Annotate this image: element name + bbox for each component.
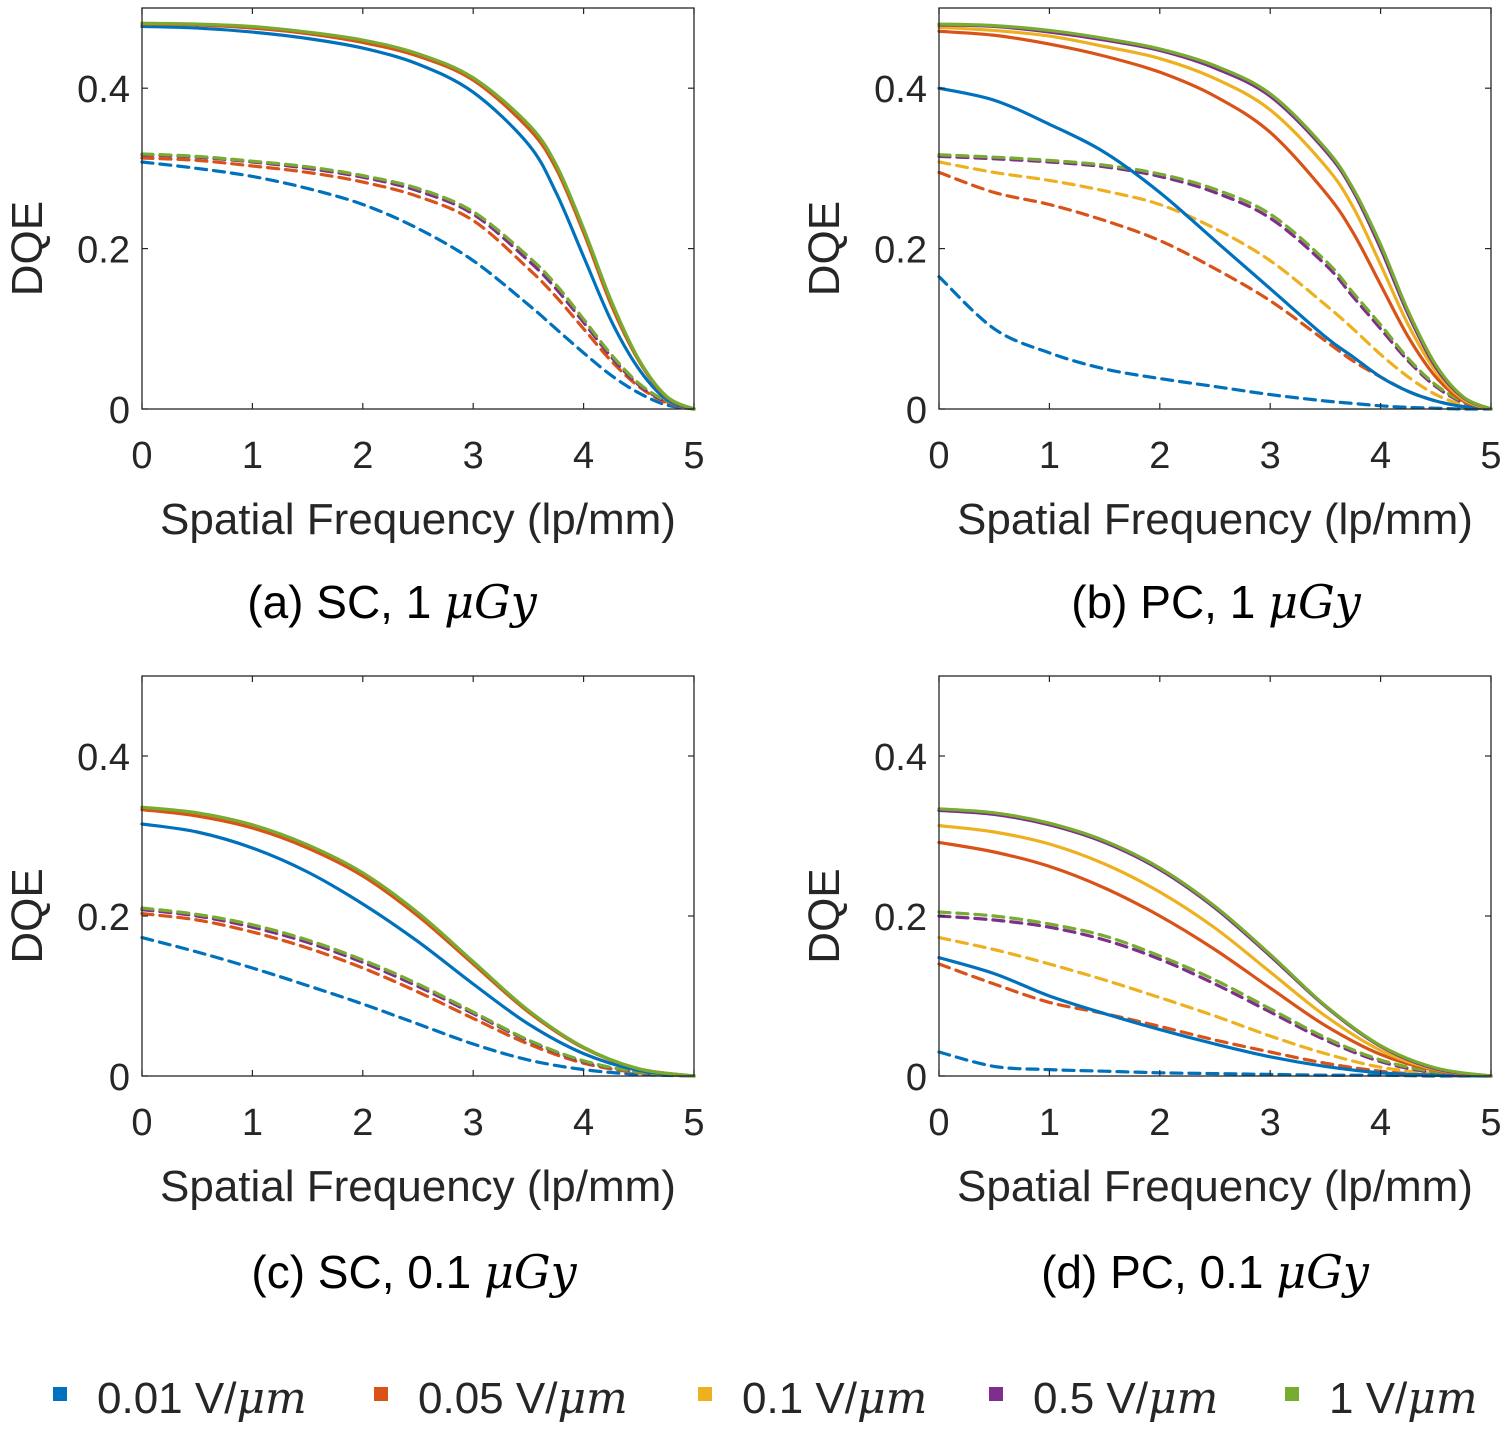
legend-marker (374, 1387, 388, 1401)
legend-marker (698, 1387, 712, 1401)
series-line-solid (937, 956, 1493, 1078)
x-axis-title: Spatial Frequency (lp/mm) (160, 1162, 676, 1211)
y-tick-label: 0.2 (77, 230, 130, 272)
series-line-dashed (140, 152, 696, 411)
x-tick-label: 5 (1480, 1102, 1501, 1144)
series-line-dashed (937, 160, 1493, 411)
x-tick-label: 1 (242, 1102, 263, 1144)
series-line-dashed (937, 910, 1493, 1078)
series-line-solid (140, 805, 696, 1078)
legend: 0.01 V/μm 0.05 V/μm 0.1 V/μm 0.5 V/μm 1 V/μm (53, 1373, 1478, 1424)
series-line-solid (937, 22, 1493, 411)
series-line-solid (937, 807, 1493, 1078)
legend-label: 0.01 V/μm (97, 1373, 307, 1424)
panel-caption: (b) PC, 1 μGy (1071, 575, 1361, 629)
axes-frame (141, 7, 695, 410)
plot-area (939, 676, 1491, 1076)
series-line-dashed (937, 153, 1493, 411)
legend-label: 1 V/μm (1329, 1373, 1478, 1424)
axes-frame (938, 7, 1492, 410)
panel-b: 0 1 2 3 4 5 0 0.2 0.4 Spatial Frequency (lp/mm) DQ… (800, 7, 1502, 629)
series-line-solid (140, 24, 696, 411)
plot-area (142, 8, 694, 409)
series-line-dashed (140, 160, 696, 411)
axes-frame (141, 675, 695, 1077)
x-tick-label: 3 (1260, 435, 1281, 477)
series-line-dashed (937, 275, 1493, 411)
y-tick-label: 0.2 (874, 897, 927, 939)
x-tick-label: 5 (1480, 435, 1501, 477)
plot-area (142, 676, 694, 1076)
y-tick-label: 0.4 (77, 69, 130, 111)
x-tick-label: 2 (1149, 435, 1170, 477)
legend-label: 0.1 V/μm (742, 1373, 927, 1424)
series-line-solid (937, 29, 1493, 411)
x-tick-label: 5 (683, 1102, 704, 1144)
x-tick-label: 4 (573, 1102, 594, 1144)
panel-caption: (d) PC, 0.1 μGy (1041, 1245, 1370, 1299)
x-axis-title: Spatial Frequency (lp/mm) (957, 1162, 1473, 1211)
legend-label: 0.5 V/μm (1033, 1373, 1218, 1424)
y-tick-label: 0 (109, 1057, 130, 1099)
x-axis-title: Spatial Frequency (lp/mm) (160, 495, 676, 544)
x-tick-label: 5 (683, 435, 704, 477)
x-tick-label: 4 (1370, 435, 1391, 477)
plot-area (939, 8, 1491, 409)
x-tick-label: 0 (928, 1102, 949, 1144)
series-line-solid (937, 25, 1493, 411)
x-tick-label: 1 (1039, 435, 1060, 477)
x-tick-label: 0 (131, 1102, 152, 1144)
y-tick-label: 0 (109, 390, 130, 432)
legend-marker (53, 1387, 67, 1401)
x-tick-label: 3 (463, 1102, 484, 1144)
x-tick-label: 4 (1370, 1102, 1391, 1144)
x-tick-label: 4 (573, 435, 594, 477)
series-line-dashed (140, 906, 696, 1078)
legend-marker (989, 1387, 1003, 1401)
series-line-solid (937, 840, 1493, 1078)
series-line-dashed (140, 156, 696, 411)
series-line-solid (140, 822, 696, 1078)
panel-c: 0 1 2 3 4 5 0 0.2 0.4 Spatial Frequency (lp/mm) DQ… (3, 675, 705, 1299)
panel-caption: (c) SC, 0.1 μGy (251, 1245, 577, 1299)
legend-label: 0.05 V/μm (418, 1373, 628, 1424)
x-tick-label: 1 (1039, 1102, 1060, 1144)
x-tick-label: 3 (1260, 1102, 1281, 1144)
panel-caption: (a) SC, 1 μGy (247, 575, 537, 629)
y-tick-label: 0.2 (77, 897, 130, 939)
y-axis-title: DQE (800, 201, 849, 296)
y-tick-label: 0.4 (874, 737, 927, 779)
panel-a: 0 1 2 3 4 5 0 0.2 0.4 Spatial Frequency (lp/mm) DQ… (3, 7, 705, 629)
series-line-solid (937, 86, 1493, 411)
x-tick-label: 2 (352, 435, 373, 477)
y-tick-label: 0 (906, 390, 927, 432)
x-tick-label: 0 (928, 435, 949, 477)
y-axis-title: DQE (800, 868, 849, 963)
y-axis-title: DQE (3, 868, 52, 963)
y-axis-title: DQE (3, 201, 52, 296)
panel-d: 0 1 2 3 4 5 0 0.2 0.4 Spatial Frequency (lp/mm) DQ… (800, 675, 1502, 1299)
series-line-solid (140, 21, 696, 411)
y-tick-label: 0.2 (874, 230, 927, 272)
series-line-solid (937, 824, 1493, 1078)
y-tick-label: 0.4 (77, 737, 130, 779)
x-tick-label: 2 (1149, 1102, 1170, 1144)
x-tick-label: 2 (352, 1102, 373, 1144)
x-tick-label: 1 (242, 435, 263, 477)
x-tick-label: 0 (131, 435, 152, 477)
legend-marker (1285, 1387, 1299, 1401)
y-tick-label: 0.4 (874, 69, 927, 111)
y-tick-label: 0 (906, 1057, 927, 1099)
x-axis-title: Spatial Frequency (lp/mm) (957, 495, 1473, 544)
x-tick-label: 3 (463, 435, 484, 477)
series-line-dashed (140, 936, 696, 1078)
series-line-dashed (937, 936, 1493, 1078)
axes-frame (938, 675, 1492, 1077)
